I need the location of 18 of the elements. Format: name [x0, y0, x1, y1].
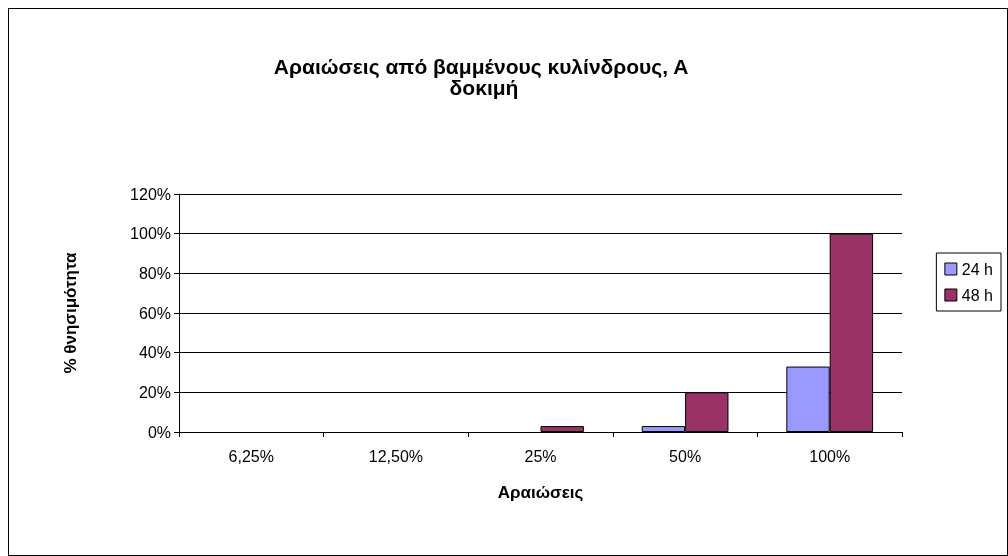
x-tick-label: 100%: [809, 447, 851, 465]
legend-label: 48 h: [961, 286, 993, 304]
x-tick-label: 25%: [524, 447, 557, 465]
bar: [540, 426, 584, 432]
y-axis-title: % θνησιμότητα: [61, 251, 80, 374]
y-tick-label: 20%: [138, 383, 171, 401]
chart-title: Αραιώσεις από βαμμένους κυλίνδρους, Α δοκιμή: [273, 55, 695, 99]
y-tick-label: 80%: [138, 264, 171, 282]
y-tick-label: 120%: [130, 185, 171, 203]
y-tick-label: 0%: [147, 423, 171, 441]
x-tick-label: 6,25%: [228, 447, 274, 465]
y-tick-label: 60%: [138, 304, 171, 322]
y-tick-label: 40%: [138, 344, 171, 362]
x-axis-title: Αραιώσεις: [497, 483, 584, 502]
legend-label: 24 h: [961, 260, 993, 278]
x-tick-label: 12,50%: [368, 447, 424, 465]
x-tick-label: 50%: [669, 447, 702, 465]
y-tick-label: 100%: [130, 225, 171, 243]
